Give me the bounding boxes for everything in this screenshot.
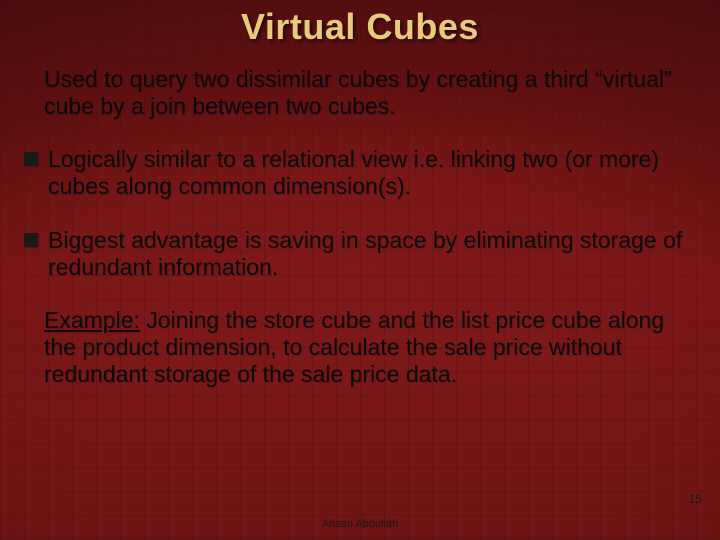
bullet-text: Biggest advantage is saving in space by … [48,227,696,281]
slide-content: Used to query two dissimilar cubes by cr… [0,48,720,388]
square-bullet-icon [24,152,38,166]
slide-title: Virtual Cubes [0,0,720,48]
page-number: 15 [689,492,702,506]
intro-paragraph: Used to query two dissimilar cubes by cr… [24,66,696,120]
example-label: Example: [44,307,140,333]
bullet-item: Biggest advantage is saving in space by … [24,227,696,281]
footer-author: Ahsan Abdullah [0,518,720,530]
bullet-text: Logically similar to a relational view i… [48,146,696,200]
square-bullet-icon [24,233,38,247]
example-paragraph: Example: Joining the store cube and the … [24,307,696,388]
slide: Virtual Cubes Used to query two dissimil… [0,0,720,540]
bullet-item: Logically similar to a relational view i… [24,146,696,200]
